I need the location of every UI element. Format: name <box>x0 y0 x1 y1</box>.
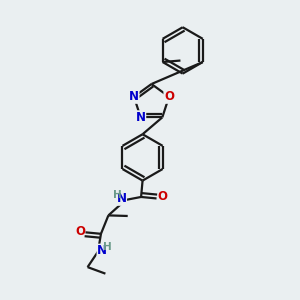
Text: N: N <box>129 90 139 103</box>
Text: N: N <box>97 244 107 257</box>
Text: O: O <box>157 190 167 203</box>
Text: H: H <box>113 190 122 200</box>
Text: H: H <box>103 242 111 252</box>
Text: N: N <box>136 111 146 124</box>
Text: O: O <box>75 225 85 238</box>
Text: N: N <box>116 192 127 205</box>
Text: O: O <box>164 90 174 103</box>
